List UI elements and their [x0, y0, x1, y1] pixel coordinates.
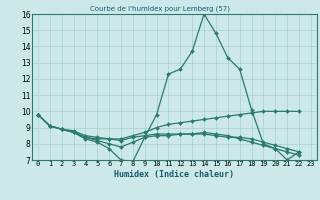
Text: Courbe de l'humidex pour Lemberg (57): Courbe de l'humidex pour Lemberg (57)	[90, 6, 230, 12]
X-axis label: Humidex (Indice chaleur): Humidex (Indice chaleur)	[115, 170, 234, 179]
